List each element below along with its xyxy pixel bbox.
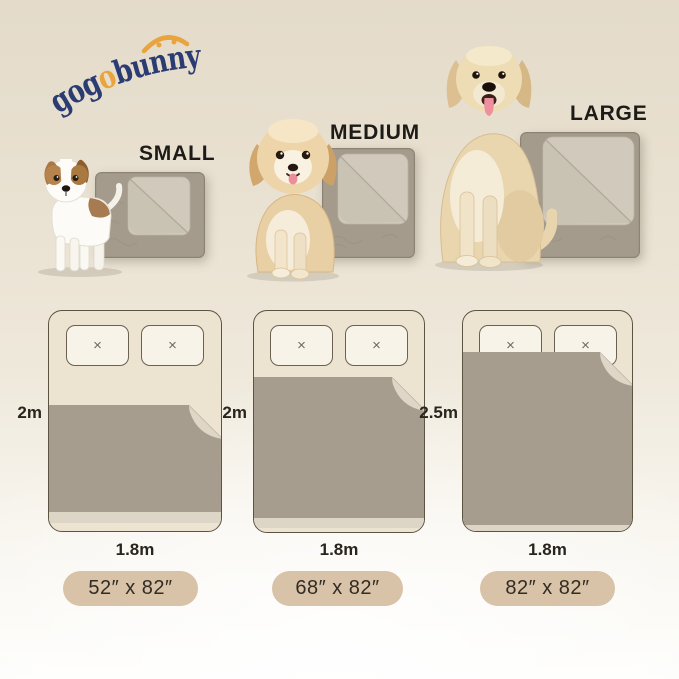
small-dog-photo — [38, 159, 123, 277]
folded-corner-icon — [392, 377, 425, 411]
pillow-x-icon: × — [93, 337, 102, 354]
bed-diagram-small: × × — [48, 310, 222, 532]
pillow-x-icon: × — [297, 337, 306, 354]
pillow-x-icon: × — [168, 337, 177, 354]
pillow-x-icon: × — [372, 337, 381, 354]
width-label-medium: 1.8m — [319, 540, 359, 559]
blanket-overlay — [48, 405, 222, 512]
small-blanket-photo — [95, 172, 205, 258]
height-label-small: 2m — [17, 403, 42, 422]
height-label-medium: 2m — [222, 403, 247, 422]
height-label-large: 2.5m — [419, 403, 458, 422]
bed-diagram-large: × × — [462, 310, 633, 532]
pillow: × — [66, 325, 129, 366]
medium-dog-photo — [247, 119, 339, 282]
width-label-large: 1.8m — [528, 540, 567, 559]
size-label-medium: MEDIUM — [330, 121, 420, 144]
pillow: × — [141, 325, 204, 366]
bed-diagram-medium: × × — [253, 310, 425, 533]
size-label-large: LARGE — [570, 102, 648, 125]
dimension-pill-large: 82″ x 82″ — [480, 571, 615, 606]
dimension-pill-medium: 68″ x 82″ — [272, 571, 403, 606]
size-label-small: SMALL — [139, 142, 216, 165]
dimension-pill-small: 52″ x 82″ — [63, 571, 198, 606]
blanket-overlay — [253, 377, 425, 518]
blanket-edge — [254, 518, 424, 528]
pillow-x-icon: × — [581, 337, 590, 354]
blanket-edge — [49, 512, 221, 523]
smile-arc-icon — [141, 35, 190, 54]
pillow-x-icon: × — [506, 337, 515, 354]
medium-blanket-photo — [322, 148, 415, 258]
blanket-overlay — [462, 352, 633, 525]
pillow: × — [345, 325, 408, 366]
blanket-edge — [463, 525, 632, 531]
brand-logo: gogobunny — [48, 35, 205, 121]
brand-wordmark: gogobunny — [48, 36, 204, 120]
width-label-small: 1.8m — [115, 540, 155, 559]
large-dog-photo — [435, 46, 557, 271]
pillow: × — [270, 325, 333, 366]
